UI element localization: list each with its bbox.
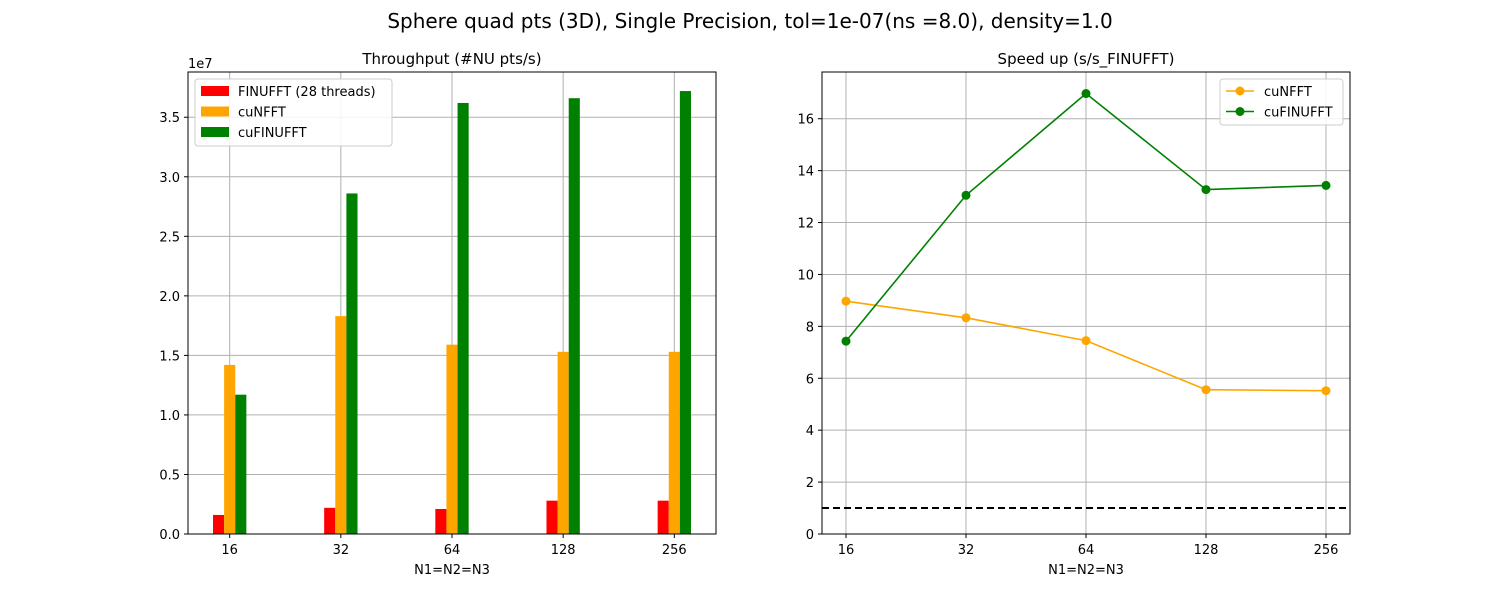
speedup-x-tick-label: 64 bbox=[1078, 543, 1095, 558]
throughput-bar bbox=[457, 102, 469, 534]
speedup-y-ticks: 0 2 4 6 8 10 12 14 16 bbox=[797, 113, 822, 543]
speedup-legend-label: cuFINUFFT bbox=[1264, 106, 1333, 121]
throughput-bar bbox=[324, 507, 336, 534]
speedup-legend-label: cuNFFT bbox=[1264, 85, 1312, 100]
throughput-panel: 16 32 64 128 256 0.0 0.5 1.0 1.5 2.0 2.5 3.0 3.5 Th… bbox=[159, 50, 717, 578]
speedup-point bbox=[1081, 89, 1091, 99]
throughput-bar bbox=[346, 193, 358, 534]
speedup-y-tick-label: 10 bbox=[797, 268, 814, 283]
throughput-x-tick-label: 64 bbox=[444, 543, 461, 558]
throughput-y-tick-label: 0.5 bbox=[159, 468, 180, 483]
throughput-bar bbox=[568, 98, 580, 535]
speedup-lines bbox=[841, 89, 1331, 396]
throughput-legend-box bbox=[194, 78, 393, 147]
speedup-point bbox=[841, 336, 851, 346]
speedup-point bbox=[841, 296, 851, 306]
throughput-legend: FINUFFT (28 threads) cuNFFT cuFINUFFT bbox=[194, 78, 393, 147]
throughput-bar bbox=[668, 351, 680, 534]
throughput-bar bbox=[335, 316, 347, 534]
speedup-y-tick-label: 4 bbox=[806, 424, 814, 439]
speedup-point bbox=[1321, 180, 1331, 190]
throughput-bar bbox=[224, 364, 236, 534]
speedup-point bbox=[1081, 336, 1091, 346]
throughput-bar bbox=[435, 508, 447, 534]
throughput-y-tick-label: 2.0 bbox=[159, 290, 180, 305]
throughput-legend-label: cuNFFT bbox=[238, 106, 286, 121]
speedup-y-tick-label: 16 bbox=[797, 113, 814, 128]
throughput-y-tick-label: 0.0 bbox=[159, 528, 180, 543]
throughput-legend-swatch bbox=[201, 86, 229, 96]
throughput-title: Throughput (#NU pts/s) bbox=[361, 50, 541, 68]
throughput-x-tick-label: 128 bbox=[551, 543, 576, 558]
speedup-legend-marker bbox=[1235, 86, 1245, 96]
speedup-y-tick-label: 0 bbox=[806, 528, 814, 543]
speedup-x-ticks: 16 32 64 128 256 bbox=[838, 534, 1339, 558]
speedup-title: Speed up (s/s_FINUFFT) bbox=[998, 50, 1175, 69]
throughput-y-ticks: 0.0 0.5 1.0 1.5 2.0 2.5 3.0 3.5 bbox=[159, 111, 188, 543]
speedup-x-tick-label: 256 bbox=[1314, 543, 1339, 558]
throughput-bar bbox=[679, 91, 691, 534]
figure-title: Sphere quad pts (3D), Single Precision, … bbox=[387, 9, 1112, 33]
speedup-y-tick-label: 12 bbox=[797, 217, 814, 232]
speedup-point bbox=[1201, 385, 1211, 395]
throughput-y-tick-label: 3.5 bbox=[159, 111, 180, 126]
speedup-y-tick-label: 8 bbox=[806, 320, 814, 335]
throughput-x-tick-label: 32 bbox=[333, 543, 350, 558]
throughput-legend-label: cuFINUFFT bbox=[238, 126, 307, 141]
throughput-bar bbox=[235, 394, 247, 534]
throughput-bar bbox=[546, 500, 558, 534]
speedup-point bbox=[961, 313, 971, 323]
speedup-grid bbox=[822, 72, 1350, 535]
throughput-y-tick-label: 1.5 bbox=[159, 349, 180, 364]
throughput-legend-label: FINUFFT (28 threads) bbox=[238, 85, 376, 100]
throughput-y-tick-label: 3.0 bbox=[159, 171, 180, 186]
speedup-legend-marker bbox=[1235, 107, 1245, 116]
throughput-bar bbox=[446, 344, 458, 534]
speedup-panel: 16 32 64 128 256 0 2 4 6 8 10 12 14 16 Speed up (s/s… bbox=[797, 50, 1351, 578]
speedup-y-tick-label: 2 bbox=[806, 476, 814, 491]
throughput-x-label: N1=N2=N3 bbox=[414, 563, 490, 578]
throughput-x-tick-label: 256 bbox=[662, 543, 687, 558]
speedup-x-tick-label: 128 bbox=[1194, 543, 1219, 558]
throughput-legend-swatch bbox=[201, 106, 229, 117]
speedup-x-tick-label: 32 bbox=[958, 543, 975, 558]
throughput-legend-swatch bbox=[201, 127, 229, 137]
speedup-x-label: N1=N2=N3 bbox=[1048, 563, 1124, 578]
throughput-bar bbox=[213, 514, 225, 534]
throughput-x-ticks: 16 32 64 128 256 bbox=[221, 534, 687, 558]
speedup-y-tick-label: 14 bbox=[797, 165, 814, 180]
speedup-point bbox=[1321, 386, 1331, 396]
speedup-point bbox=[961, 190, 971, 200]
throughput-bar bbox=[557, 351, 569, 534]
throughput-y-multiplier: 1e7 bbox=[188, 57, 213, 72]
speedup-x-tick-label: 16 bbox=[838, 543, 855, 558]
speedup-legend: cuNFFT cuFINUFFT bbox=[1219, 78, 1344, 126]
speedup-y-tick-label: 6 bbox=[806, 372, 814, 387]
throughput-y-tick-label: 1.0 bbox=[159, 409, 180, 424]
throughput-bars bbox=[213, 91, 691, 535]
speedup-point bbox=[1201, 185, 1211, 195]
throughput-bar bbox=[657, 500, 669, 534]
throughput-x-tick-label: 16 bbox=[221, 543, 238, 558]
throughput-y-tick-label: 2.5 bbox=[159, 230, 180, 245]
